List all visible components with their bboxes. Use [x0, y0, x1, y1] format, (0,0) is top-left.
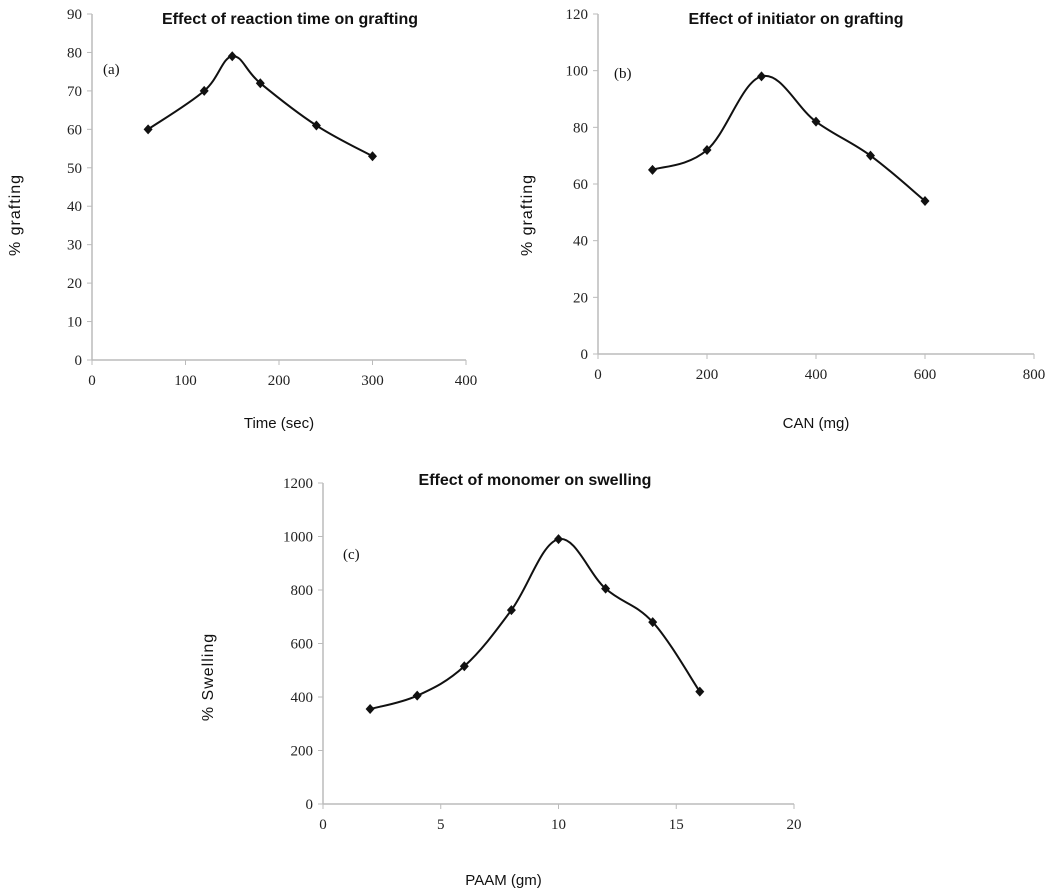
data-point [695, 686, 705, 697]
x-tick-label: 300 [361, 373, 384, 389]
y-tick-label: 100 [566, 64, 589, 80]
data-point [459, 661, 469, 672]
x-tick-label: 5 [437, 817, 445, 833]
chart-title: Effect of monomer on swelling [419, 472, 652, 489]
y-tick-label: 10 [67, 315, 82, 331]
y-tick-label: 80 [67, 45, 82, 61]
data-point [199, 85, 209, 96]
data-point [255, 78, 265, 89]
chart-panel-a: 0 10 20 30 40 50 60 70 80 90 0 100 200 300 400 Effect o… [7, 7, 477, 432]
x-tick-label: 15 [669, 817, 684, 833]
y-tick-label: 30 [67, 238, 82, 254]
x-axis-label: Time (sec) [244, 415, 314, 432]
y-tick-label: 40 [67, 199, 82, 215]
y-tick-label: 60 [573, 177, 588, 193]
panel-label: (b) [614, 66, 632, 82]
series-line [652, 74, 926, 202]
data-point [757, 71, 766, 82]
y-tick-label: 0 [581, 347, 589, 363]
x-tick-label: 400 [805, 367, 828, 383]
data-point [368, 151, 377, 162]
data-point [365, 704, 375, 715]
x-tick-label: 0 [88, 373, 96, 389]
y-tick-label: 60 [67, 122, 82, 138]
y-tick-label: 50 [67, 161, 82, 177]
chart-title: Effect of reaction time on grafting [162, 11, 418, 28]
data-point [506, 605, 516, 616]
x-tick-label: 10 [551, 817, 566, 833]
x-tick-label: 400 [455, 373, 478, 389]
data-point [866, 150, 875, 161]
y-tick-label: 20 [67, 276, 82, 292]
data-point [702, 145, 712, 155]
data-point [143, 124, 153, 135]
x-tick-label: 600 [914, 367, 937, 383]
y-tick-label: 80 [573, 120, 588, 136]
y-tick-label: 200 [291, 744, 314, 760]
x-axis-label: CAN (mg) [783, 415, 850, 432]
data-point [811, 116, 821, 127]
data-point [648, 617, 658, 628]
x-tick-label: 200 [696, 367, 719, 383]
x-tick-label: 0 [319, 817, 327, 833]
y-tick-label: 0 [75, 353, 83, 369]
y-tick-label: 400 [291, 690, 314, 706]
y-tick-label: 1200 [283, 476, 313, 492]
y-tick-label: 1000 [283, 530, 313, 546]
x-tick-label: 20 [787, 817, 802, 833]
chart-title: Effect of initiator on grafting [688, 11, 903, 28]
y-tick-label: 800 [291, 583, 314, 599]
data-point [412, 690, 422, 701]
x-axis-label: PAAM (gm) [465, 872, 541, 889]
x-tick-label: 800 [1023, 367, 1046, 383]
panel-label: (a) [103, 62, 120, 78]
data-point [554, 534, 563, 545]
data-point [920, 196, 930, 206]
panel-label: (c) [343, 547, 360, 563]
data-point [311, 120, 321, 131]
y-axis-label: % grafting [7, 174, 24, 256]
y-axis-label: % Swelling [200, 633, 217, 721]
chart-panel-c: 0 200 400 600 800 1000 1200 0 5 10 15 20 Effect of m… [200, 472, 802, 889]
data-point [601, 583, 611, 594]
y-tick-label: 120 [566, 7, 589, 23]
x-tick-label: 0 [594, 367, 602, 383]
x-tick-label: 100 [174, 373, 197, 389]
series-line [147, 55, 373, 158]
y-tick-label: 90 [67, 7, 82, 23]
data-point [227, 51, 237, 62]
y-axis-label: % grafting [519, 174, 536, 256]
chart-panel-b: 0 20 40 60 80 100 120 0 200 400 600 800 Effect of in… [519, 7, 1045, 432]
data-point [648, 164, 657, 175]
y-tick-label: 20 [573, 290, 588, 306]
y-tick-label: 600 [291, 637, 314, 653]
y-tick-label: 70 [67, 84, 82, 100]
y-tick-label: 40 [573, 234, 588, 250]
y-tick-label: 0 [306, 797, 314, 813]
x-tick-label: 200 [268, 373, 291, 389]
